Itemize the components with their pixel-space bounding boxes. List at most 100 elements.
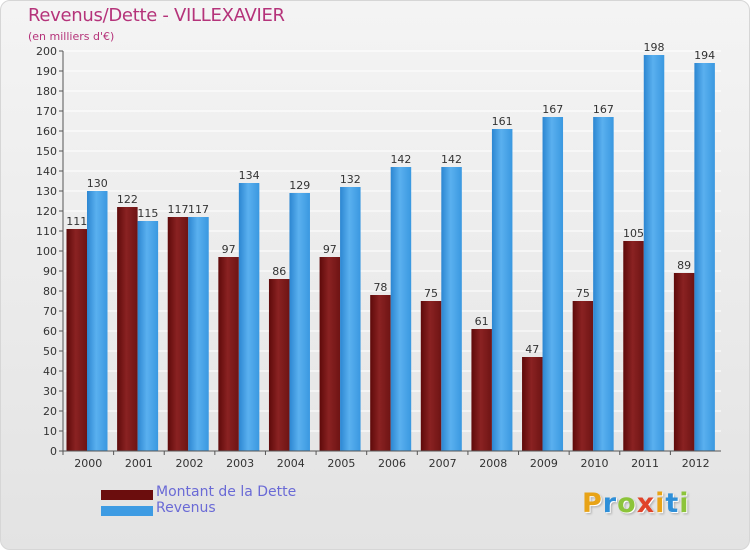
data-label: 47 <box>525 343 539 356</box>
bar-revenus <box>188 217 209 451</box>
bar-revenus <box>289 193 310 451</box>
bar-revenus <box>491 129 513 451</box>
data-label: 167 <box>542 103 563 116</box>
bar-dette <box>471 329 492 451</box>
data-label: 117 <box>167 203 188 216</box>
y-tick-label: 170 <box>36 105 57 118</box>
bar-revenus <box>238 183 260 451</box>
logo-letter: x <box>636 488 656 519</box>
data-label: 89 <box>677 259 691 272</box>
y-tick-label: 190 <box>36 65 57 78</box>
x-tick-label: 2002 <box>176 457 204 470</box>
logo-letter: i <box>655 488 666 519</box>
data-label: 75 <box>576 287 590 300</box>
data-label: 167 <box>593 103 614 116</box>
data-label: 115 <box>137 207 158 220</box>
bar-dette <box>167 217 189 451</box>
data-label: 75 <box>424 287 438 300</box>
bar-revenus <box>593 117 614 451</box>
bar-revenus <box>87 191 108 451</box>
bar-revenus <box>137 221 159 451</box>
y-tick-label: 180 <box>36 85 57 98</box>
legend-swatch-revenus <box>101 506 153 516</box>
bar-dette <box>420 301 442 451</box>
bar-revenus <box>542 117 564 451</box>
data-label: 134 <box>239 169 260 182</box>
bar-revenus <box>340 187 361 451</box>
bar-dette <box>268 279 290 451</box>
data-label: 142 <box>390 153 411 166</box>
data-label: 132 <box>340 173 361 186</box>
data-label: 105 <box>623 227 644 240</box>
logo-letter: P <box>582 488 603 519</box>
data-label: 194 <box>694 49 715 62</box>
x-tick-label: 2011 <box>631 457 659 470</box>
y-tick-label: 160 <box>36 125 57 138</box>
bar-dette <box>66 229 87 451</box>
bar-revenus <box>390 167 412 451</box>
data-label: 198 <box>644 41 665 54</box>
data-label: 61 <box>475 315 489 328</box>
x-tick-label: 2009 <box>530 457 558 470</box>
legend-label-revenus: Revenus <box>156 500 216 516</box>
logo-letter: o <box>617 488 637 519</box>
bar-dette <box>522 357 543 451</box>
y-tick-label: 20 <box>43 405 57 418</box>
bar-dette <box>673 273 695 451</box>
data-label: 122 <box>117 193 138 206</box>
bar-revenus <box>441 167 462 451</box>
logo-letter: i <box>679 488 690 519</box>
y-tick-label: 60 <box>43 325 57 338</box>
bar-dette <box>623 241 644 451</box>
x-tick-label: 2007 <box>429 457 457 470</box>
x-tick-label: 2008 <box>479 457 507 470</box>
y-tick-label: 40 <box>43 365 57 378</box>
data-label: 129 <box>289 179 310 192</box>
bar-dette <box>370 295 391 451</box>
y-tick-label: 70 <box>43 305 57 318</box>
bar-dette <box>117 207 138 451</box>
x-tick-label: 2010 <box>580 457 608 470</box>
y-tick-label: 30 <box>43 385 57 398</box>
y-tick-label: 120 <box>36 205 57 218</box>
legend-label-dette: Montant de la Dette <box>156 484 297 500</box>
data-label: 97 <box>323 243 337 256</box>
data-label: 111 <box>66 215 87 228</box>
y-tick-label: 100 <box>36 245 57 258</box>
x-tick-label: 2004 <box>277 457 305 470</box>
data-label: 130 <box>87 177 108 190</box>
y-tick-label: 50 <box>43 345 57 358</box>
data-label: 161 <box>492 115 513 128</box>
chart-subtitle: (en milliers d'€) <box>28 30 115 43</box>
x-tick-label: 2005 <box>327 457 355 470</box>
y-tick-label: 0 <box>50 445 57 458</box>
y-tick-label: 10 <box>43 425 57 438</box>
bar-dette <box>319 257 341 451</box>
y-tick-label: 150 <box>36 145 57 158</box>
y-tick-label: 200 <box>36 45 57 58</box>
legend-swatch-dette <box>101 490 153 500</box>
data-label: 86 <box>272 265 286 278</box>
logo-letter: r <box>602 488 618 519</box>
data-label: 78 <box>373 281 387 294</box>
chart-title: Revenus/Dette - VILLEXAVIER <box>28 5 285 26</box>
logo-letter: t <box>665 488 680 519</box>
x-tick-label: 2006 <box>378 457 406 470</box>
x-tick-label: 2012 <box>682 457 710 470</box>
x-tick-label: 2001 <box>125 457 153 470</box>
bar-dette <box>218 257 239 451</box>
x-tick-label: 2000 <box>74 457 102 470</box>
data-label: 97 <box>222 243 236 256</box>
y-tick-label: 140 <box>36 165 57 178</box>
y-tick-label: 90 <box>43 265 57 278</box>
x-tick-label: 2003 <box>226 457 254 470</box>
data-label: 142 <box>441 153 462 166</box>
y-tick-label: 80 <box>43 285 57 298</box>
y-tick-label: 130 <box>36 185 57 198</box>
bar-dette <box>572 301 594 451</box>
proxiti-logo: Proxiti <box>582 488 690 519</box>
y-tick-label: 110 <box>36 225 57 238</box>
bar-revenus <box>643 55 665 451</box>
